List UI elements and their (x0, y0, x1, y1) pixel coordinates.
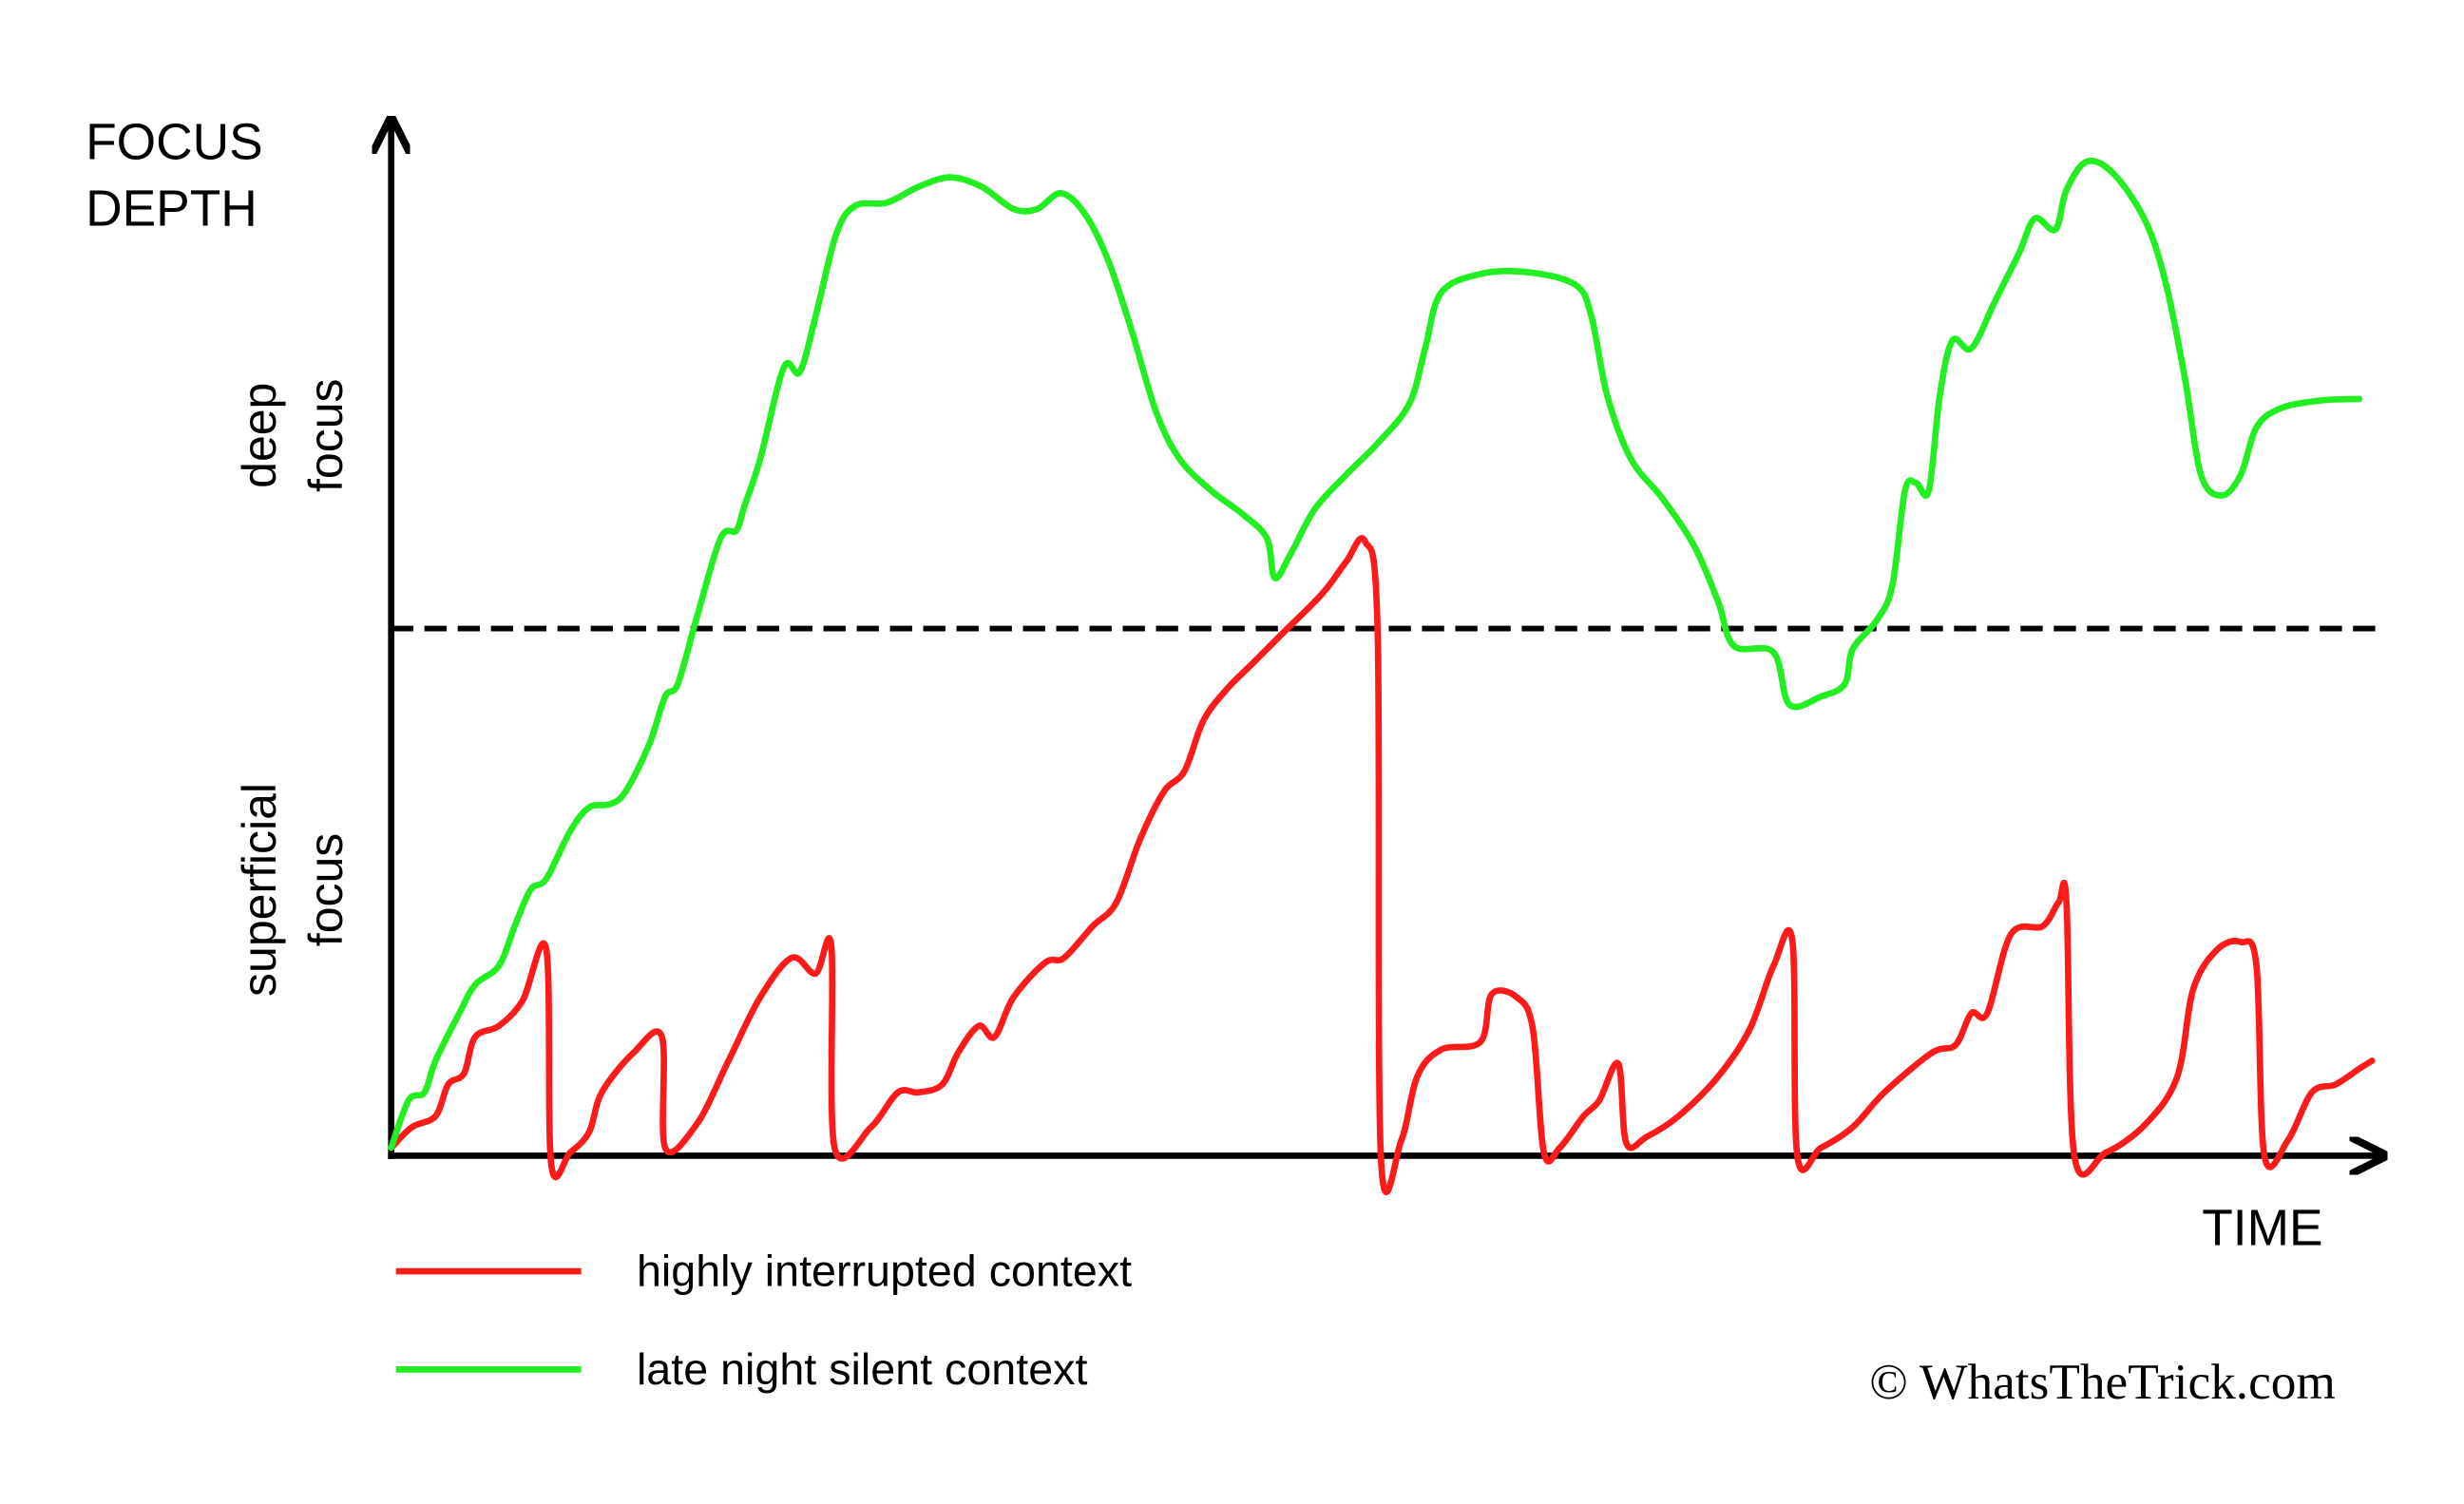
y-axis-label: DEPTH (86, 181, 258, 237)
legend-label: highly interrupted context (637, 1247, 1132, 1296)
x-axis-label: TIME (2202, 1200, 2322, 1256)
region-label: deep (233, 383, 286, 488)
region-label: superficial (233, 783, 286, 997)
line-series (388, 535, 2376, 1196)
credit: © WhatsTheTrick.com (1869, 1353, 2336, 1410)
region-label: focus (299, 833, 353, 946)
region-label: focus (299, 379, 353, 492)
line-series (388, 157, 2363, 1152)
y-axis-label: FOCUS (86, 114, 263, 170)
legend-label: late night silent context (637, 1344, 1088, 1394)
